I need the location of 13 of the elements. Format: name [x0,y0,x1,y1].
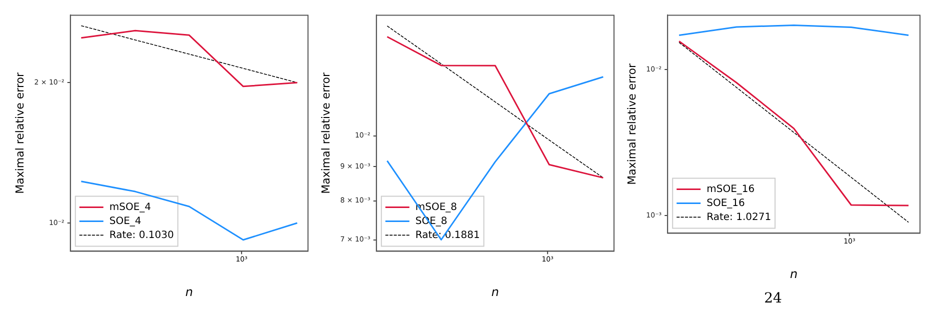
x-axis-title: n [491,284,499,299]
legend-label: SOE_4 [109,216,142,227]
legend-label: mSOE_16 [706,184,755,195]
x-axis-title: n [185,284,193,299]
text: 24 [764,290,782,307]
y-axis-title: Maximal relative error [625,63,638,185]
legend-label: mSOE_4 [109,202,152,213]
legend-label: Rate: 1.0271 [706,212,772,223]
legend-label: Rate: 0.1030 [109,230,174,241]
legend-label: SOE_16 [706,198,745,209]
y-axis-title: Maximal relative error [13,72,26,194]
y-axis-title: Maximal relative error [319,72,332,194]
x-axis-title: n [790,266,798,281]
